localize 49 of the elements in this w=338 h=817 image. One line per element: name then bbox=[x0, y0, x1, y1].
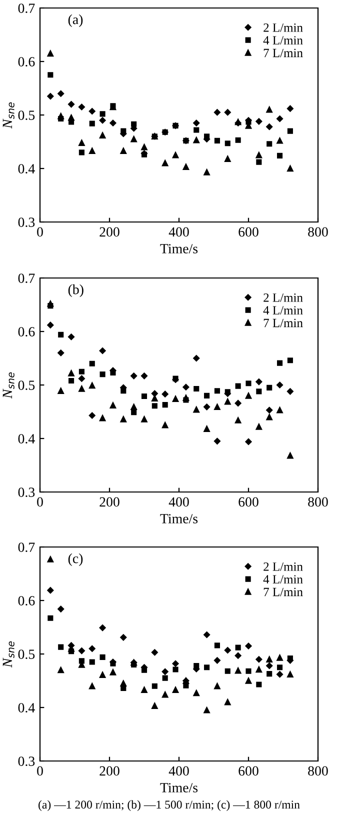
x-tick-label: 800 bbox=[308, 227, 328, 237]
x-tick-label: 400 bbox=[168, 227, 189, 237]
annotation: (a) bbox=[68, 14, 83, 28]
y-tick-label: 0.7 bbox=[18, 274, 35, 284]
legend-label: 2 L/min bbox=[264, 23, 303, 32]
y-tick-label: 0.5 bbox=[18, 650, 35, 660]
legend-label: 7 L/min bbox=[264, 588, 303, 596]
x-tick-label: 0 bbox=[37, 766, 43, 776]
x-tick-label: 800 bbox=[308, 497, 328, 507]
y-tick-label: 0.6 bbox=[18, 57, 35, 67]
annotation: (c) bbox=[68, 553, 83, 566]
x-tick-label: 400 bbox=[168, 766, 189, 776]
legend-label: 7 L/min bbox=[264, 48, 303, 58]
x-tick-label: 400 bbox=[168, 497, 189, 507]
x-tick-label: 200 bbox=[100, 227, 120, 237]
x-tick-label: 0 bbox=[37, 497, 43, 507]
legend-label: 7 L/min bbox=[264, 318, 303, 328]
y-tick-label: 0.5 bbox=[18, 380, 35, 390]
x-tick-label: 200 bbox=[100, 497, 120, 507]
x-tick-label: 600 bbox=[238, 497, 258, 507]
y-axis-title: N$_{sne}$ bbox=[2, 641, 14, 668]
legend-label: 4 L/min bbox=[263, 36, 303, 45]
x-tick-label: 600 bbox=[238, 766, 258, 776]
y-tick-label: 0.4 bbox=[18, 703, 35, 713]
legend-label: 2 L/min bbox=[264, 293, 303, 302]
x-axis-title: Time/s bbox=[160, 783, 198, 792]
x-tick-label: 600 bbox=[238, 227, 258, 237]
y-tick-label: 0.7 bbox=[18, 4, 35, 14]
y-tick-label: 0.3 bbox=[18, 756, 35, 766]
text: (a) —1 200 r/min; (b) —1 500 r/min; (c) —1 800 r/min bbox=[38, 800, 300, 811]
y-tick-label: 0.4 bbox=[18, 164, 35, 174]
x-axis-title: Time/s bbox=[160, 244, 198, 254]
x-tick-label: 0 bbox=[37, 227, 43, 237]
legend-label: 4 L/min bbox=[263, 306, 303, 315]
y-tick-label: 0.5 bbox=[18, 110, 35, 120]
annotation: (b) bbox=[68, 284, 84, 298]
x-tick-label: 200 bbox=[100, 766, 120, 776]
y-tick-label: 0.4 bbox=[18, 434, 35, 444]
y-axis-title: N$_{sne}$ bbox=[2, 372, 14, 399]
y-tick-label: 0.3 bbox=[18, 218, 35, 228]
x-axis-title: Time/s bbox=[160, 514, 198, 524]
legend-label: 4 L/min bbox=[263, 575, 303, 584]
y-tick-label: 0.3 bbox=[18, 488, 35, 498]
y-tick-label: 0.6 bbox=[18, 596, 35, 606]
y-axis-title: N$_{sne}$ bbox=[2, 102, 14, 129]
legend-label: 2 L/min bbox=[264, 562, 303, 571]
y-tick-label: 0.6 bbox=[18, 327, 35, 337]
y-tick-label: 0.7 bbox=[18, 542, 35, 552]
x-tick-label: 800 bbox=[308, 766, 328, 776]
